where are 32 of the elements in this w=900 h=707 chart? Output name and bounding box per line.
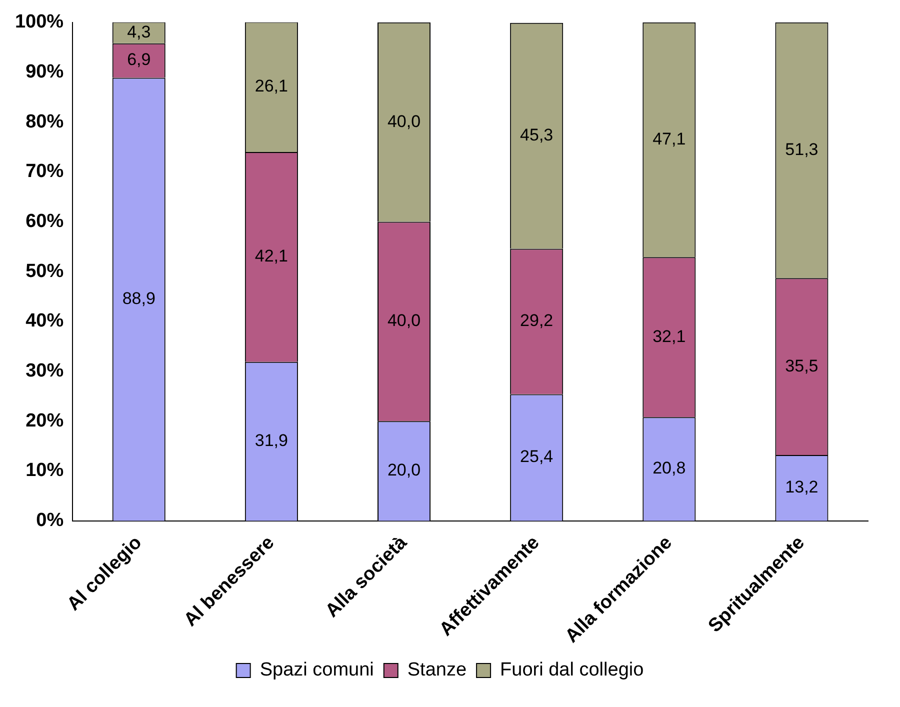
data-label: 4,3	[127, 22, 151, 42]
data-label: 32,1	[652, 326, 686, 346]
y-tick-label: 40%	[26, 310, 64, 332]
legend-label: Spazi comuni	[260, 660, 374, 681]
data-label: 20,0	[387, 460, 421, 480]
data-label: 45,3	[520, 125, 554, 144]
y-tick-label: 60%	[26, 211, 64, 232]
data-label: 88,9	[122, 288, 156, 308]
data-label: 40,0	[387, 112, 421, 131]
data-label: 42,1	[254, 246, 288, 266]
data-label: 29,2	[520, 311, 554, 330]
data-label: 25,4	[520, 447, 554, 466]
y-tick-label: 50%	[26, 260, 64, 282]
y-tick-label: 80%	[26, 111, 64, 132]
y-tick-label: 10%	[26, 460, 64, 482]
data-label: 35,5	[785, 356, 818, 376]
y-tick-label: 30%	[26, 360, 64, 382]
y-tick-label: 90%	[26, 61, 64, 82]
data-label: 20,8	[652, 458, 686, 478]
legend-label: Stanze	[407, 660, 467, 681]
data-label: 51,3	[785, 140, 818, 159]
data-label: 31,9	[254, 431, 288, 450]
data-label: 47,1	[652, 129, 686, 148]
y-tick-label: 0%	[36, 510, 64, 532]
y-tick-label: 70%	[26, 161, 64, 182]
legend-label: Fuori dal collegio	[500, 660, 644, 681]
data-label: 26,1	[254, 76, 288, 96]
y-tick-label: 20%	[26, 410, 64, 432]
data-label: 13,2	[785, 478, 818, 497]
data-label: 6,9	[127, 50, 151, 70]
data-label: 40,0	[387, 311, 421, 330]
y-tick-label: 100%	[14, 12, 64, 33]
